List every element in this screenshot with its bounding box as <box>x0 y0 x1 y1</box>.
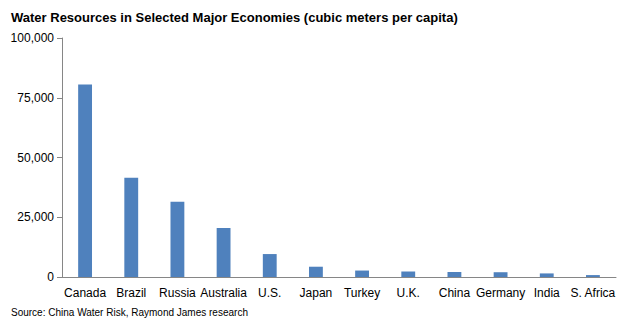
svg-text:Australia: Australia <box>200 286 247 300</box>
svg-text:Germany: Germany <box>476 286 525 300</box>
svg-text:25,000: 25,000 <box>17 210 54 224</box>
svg-text:India: India <box>534 286 560 300</box>
svg-text:China: China <box>439 286 471 300</box>
svg-text:50,000: 50,000 <box>17 151 54 165</box>
svg-text:Russia: Russia <box>159 286 196 300</box>
svg-text:100,000: 100,000 <box>11 31 55 45</box>
svg-text:75,000: 75,000 <box>17 91 54 105</box>
svg-text:Turkey: Turkey <box>344 286 380 300</box>
svg-text:Brazil: Brazil <box>116 286 146 300</box>
svg-text:S. Africa: S. Africa <box>571 286 616 300</box>
svg-text:Japan: Japan <box>300 286 333 300</box>
svg-text:U.K.: U.K. <box>397 286 420 300</box>
svg-text:U.S.: U.S. <box>258 286 281 300</box>
svg-text:Source: China Water Risk, Raym: Source: China Water Risk, Raymond James … <box>11 307 248 318</box>
svg-text:Canada: Canada <box>64 286 106 300</box>
svg-text:Water Resources in Selected Ma: Water Resources in Selected Major Econom… <box>11 10 458 25</box>
svg-text:0: 0 <box>47 270 54 284</box>
